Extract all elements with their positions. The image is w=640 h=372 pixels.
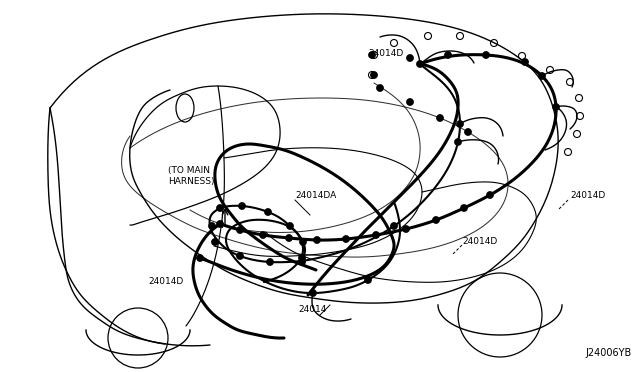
Text: 24014D: 24014D: [368, 49, 403, 58]
Circle shape: [310, 289, 317, 296]
Circle shape: [314, 237, 321, 244]
Circle shape: [216, 221, 223, 228]
Circle shape: [239, 202, 246, 209]
Text: 24014D: 24014D: [570, 192, 605, 201]
Circle shape: [196, 254, 204, 262]
Circle shape: [436, 115, 444, 122]
Circle shape: [372, 231, 380, 238]
Circle shape: [300, 238, 307, 246]
Circle shape: [264, 208, 271, 215]
Circle shape: [483, 51, 490, 58]
Text: 24014DA: 24014DA: [295, 192, 336, 201]
Circle shape: [266, 259, 273, 266]
Circle shape: [237, 253, 243, 260]
Circle shape: [209, 222, 216, 230]
Circle shape: [365, 276, 371, 283]
Circle shape: [376, 84, 383, 92]
Circle shape: [538, 73, 545, 80]
Circle shape: [287, 222, 294, 230]
Circle shape: [371, 71, 378, 78]
Text: J24006YB: J24006YB: [586, 348, 632, 358]
Circle shape: [461, 205, 467, 212]
Text: 24014: 24014: [298, 305, 326, 314]
Circle shape: [522, 58, 529, 65]
Circle shape: [456, 121, 463, 128]
Circle shape: [298, 254, 305, 262]
Circle shape: [211, 238, 218, 246]
Circle shape: [403, 225, 410, 232]
Circle shape: [465, 128, 472, 135]
Circle shape: [433, 217, 440, 224]
Circle shape: [406, 99, 413, 106]
Circle shape: [216, 205, 223, 212]
Text: 24014D: 24014D: [148, 278, 183, 286]
Circle shape: [298, 259, 305, 266]
Text: (TO MAIN
HARNESS): (TO MAIN HARNESS): [168, 166, 214, 186]
Circle shape: [259, 231, 266, 238]
Circle shape: [552, 103, 559, 110]
Circle shape: [390, 222, 397, 230]
Circle shape: [342, 235, 349, 243]
Circle shape: [486, 192, 493, 199]
Circle shape: [285, 234, 292, 241]
Circle shape: [445, 51, 451, 58]
Circle shape: [237, 227, 243, 234]
Circle shape: [369, 51, 376, 58]
Text: 24014D: 24014D: [462, 237, 497, 247]
Circle shape: [406, 55, 413, 61]
Circle shape: [454, 138, 461, 145]
Circle shape: [417, 61, 424, 67]
